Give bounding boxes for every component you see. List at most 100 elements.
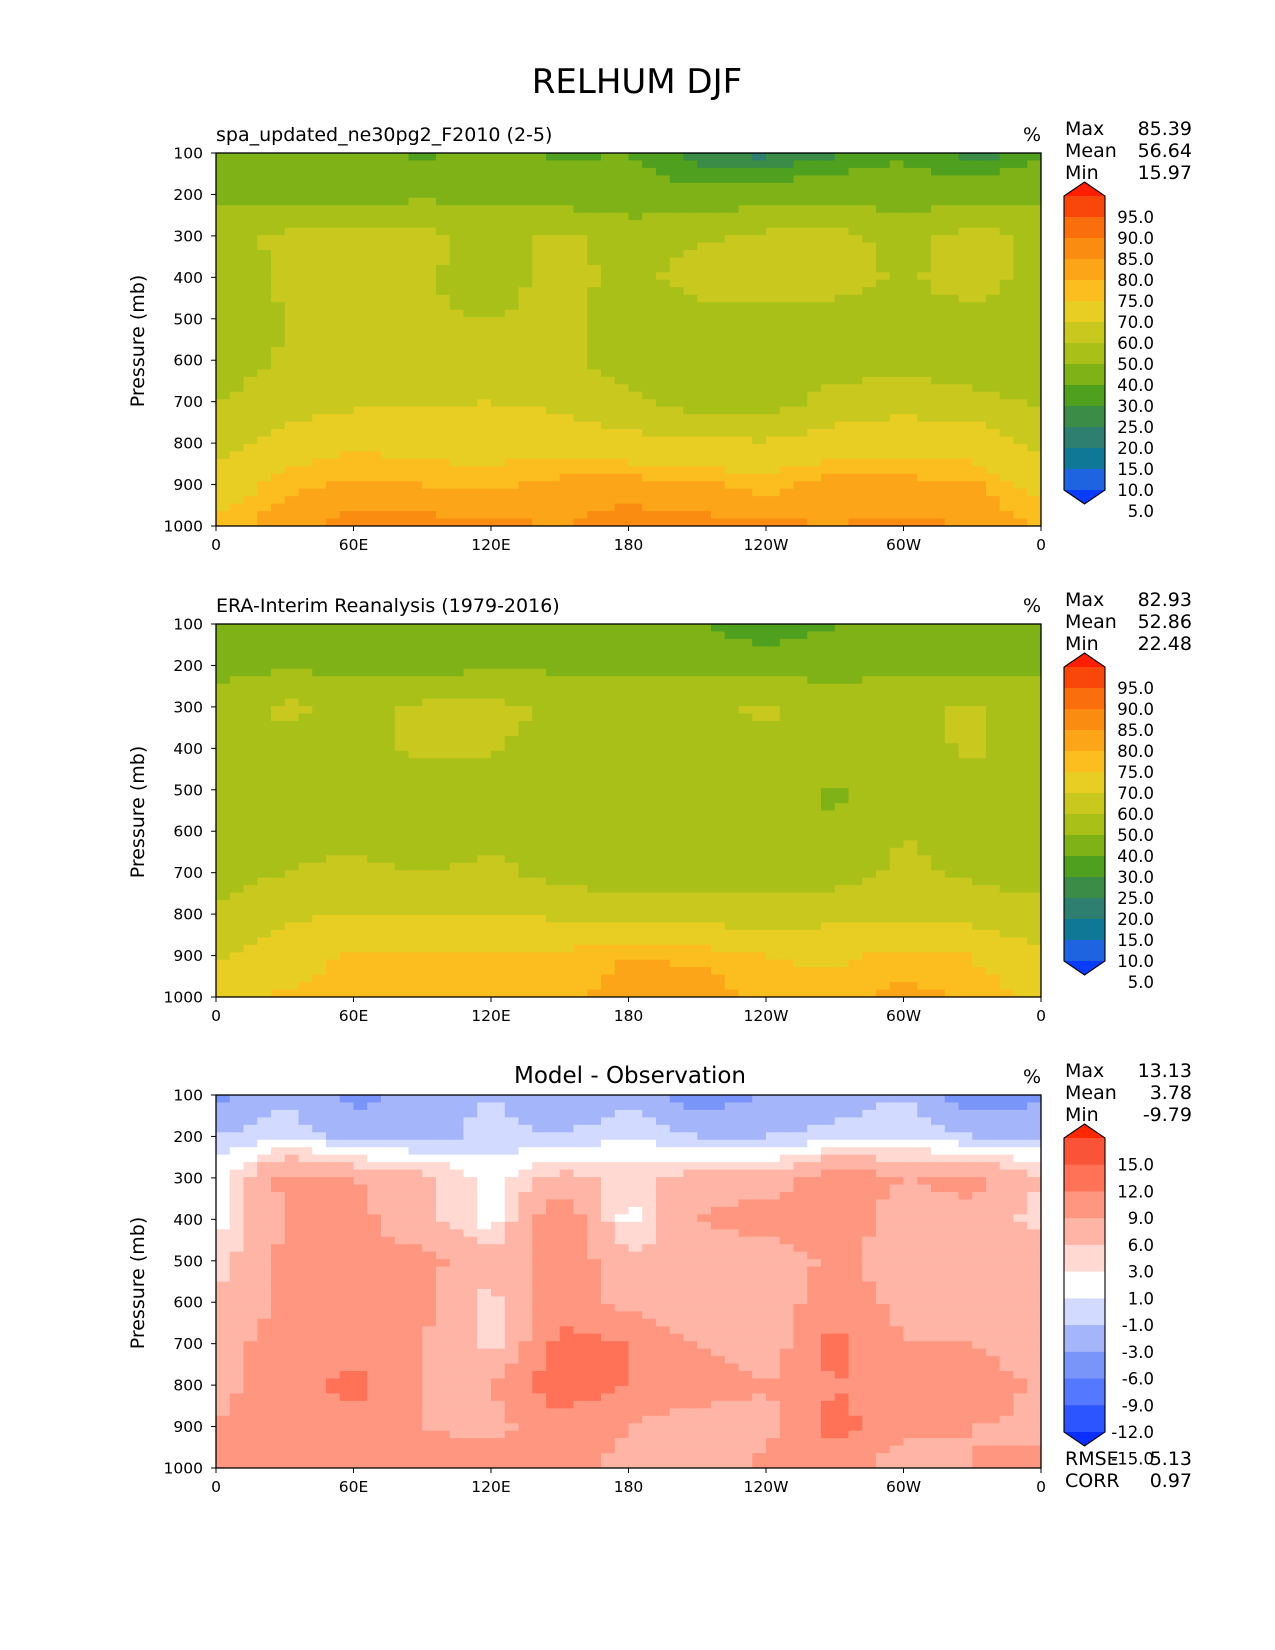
heatmap-cell — [931, 661, 946, 670]
heatmap-cell — [353, 765, 368, 774]
heatmap-cell — [903, 153, 918, 162]
heatmap-cell — [958, 780, 973, 789]
heatmap-cell — [917, 668, 932, 677]
heatmap-cell — [559, 466, 575, 475]
heatmap-cell — [394, 458, 410, 467]
heatmap-cell — [807, 376, 822, 385]
heatmap-cell — [793, 511, 808, 520]
heatmap-cell — [972, 414, 987, 423]
heatmap-cell — [848, 832, 863, 841]
heatmap-cell — [367, 167, 382, 176]
heatmap-cell — [656, 429, 671, 438]
heatmap-cell — [834, 847, 850, 856]
heatmap-cell — [463, 832, 478, 841]
heatmap-cell — [587, 235, 602, 244]
heatmap-cell — [738, 436, 753, 445]
heatmap-cell — [312, 511, 327, 520]
heatmap-cell — [614, 750, 630, 759]
heatmap-cell — [697, 503, 712, 512]
heatmap-cell — [917, 421, 932, 430]
heatmap-cell — [546, 436, 561, 445]
heatmap-cell — [889, 855, 905, 864]
heatmap-cell — [862, 167, 877, 176]
heatmap-cell — [821, 160, 836, 169]
heatmap-cell — [381, 810, 396, 819]
heatmap-cell — [243, 735, 258, 744]
heatmap-cell — [243, 743, 258, 752]
heatmap-cell — [532, 354, 547, 363]
heatmap-cell — [972, 840, 987, 849]
heatmap-cell — [573, 668, 588, 677]
heatmap-cell — [243, 197, 258, 206]
heatmap-cell — [972, 817, 987, 827]
heatmap-cell — [532, 242, 547, 251]
heatmap-cell — [848, 205, 863, 214]
heatmap-cell — [779, 272, 795, 281]
heatmap-cell — [326, 294, 341, 303]
heatmap-cell — [394, 302, 410, 311]
heatmap-cell — [491, 287, 506, 296]
heatmap-cell — [546, 706, 561, 715]
heatmap-cell — [463, 317, 478, 326]
heatmap-cell — [779, 391, 795, 400]
heatmap-cell — [271, 706, 286, 715]
heatmap-cell — [986, 153, 1001, 162]
heatmap-cell — [381, 346, 396, 356]
heatmap-cell — [821, 421, 836, 430]
heatmap-cell — [628, 832, 643, 841]
heatmap-cell — [683, 451, 698, 460]
heatmap-cell — [216, 429, 231, 438]
heatmap-cell — [326, 182, 341, 191]
heatmap-cell — [243, 631, 258, 640]
heatmap-cell — [298, 190, 313, 199]
heatmap-cell — [807, 773, 822, 782]
heatmap-cell — [1027, 451, 1041, 460]
heatmap-cell — [587, 264, 602, 273]
heatmap-cell — [243, 624, 258, 633]
heatmap-cell — [766, 631, 781, 640]
heatmap-cell — [766, 780, 781, 789]
heatmap-cell — [944, 624, 960, 633]
heatmap-cell — [394, 720, 410, 730]
heatmap-cell — [738, 406, 753, 415]
heatmap-cell — [394, 369, 410, 378]
heatmap-cell — [958, 668, 973, 677]
heatmap-cell — [752, 788, 767, 797]
heatmap-cell — [284, 264, 300, 273]
heatmap-cell — [766, 190, 781, 199]
heatmap-cell — [793, 175, 808, 184]
heatmap-cell — [779, 167, 795, 176]
heatmap-cell — [614, 503, 630, 512]
heatmap-cell — [697, 795, 712, 804]
heatmap-cell — [793, 683, 808, 692]
heatmap-cell — [656, 294, 671, 303]
heatmap-cell — [807, 264, 822, 273]
heatmap-cell — [793, 855, 808, 864]
heatmap-cell — [889, 182, 905, 191]
heatmap-cell — [271, 780, 286, 789]
heatmap-cell — [601, 190, 616, 199]
heatmap-cell — [367, 429, 382, 438]
heatmap-cell — [614, 302, 630, 311]
heatmap-cell — [697, 713, 712, 722]
heatmap-cell — [669, 728, 685, 737]
heatmap-cell — [1013, 175, 1028, 184]
heatmap-cell — [559, 795, 575, 804]
heatmap-cell — [821, 481, 836, 490]
heatmap-cell — [1027, 257, 1041, 266]
heatmap-cell — [766, 691, 781, 700]
heatmap-cell — [367, 458, 382, 467]
heatmap-cell — [587, 249, 602, 259]
heatmap-cell — [656, 332, 671, 341]
heatmap-cell — [367, 242, 382, 251]
heatmap-cell — [821, 780, 836, 789]
heatmap-cell — [326, 466, 341, 475]
heatmap-cell — [394, 399, 410, 408]
heatmap-cell — [807, 287, 822, 296]
heatmap-cell — [669, 458, 685, 467]
heatmap-cell — [848, 160, 863, 169]
heatmap-cell — [793, 153, 808, 162]
heatmap-cell — [271, 227, 286, 236]
heatmap-cell — [546, 810, 561, 819]
heatmap-cell — [862, 272, 877, 281]
